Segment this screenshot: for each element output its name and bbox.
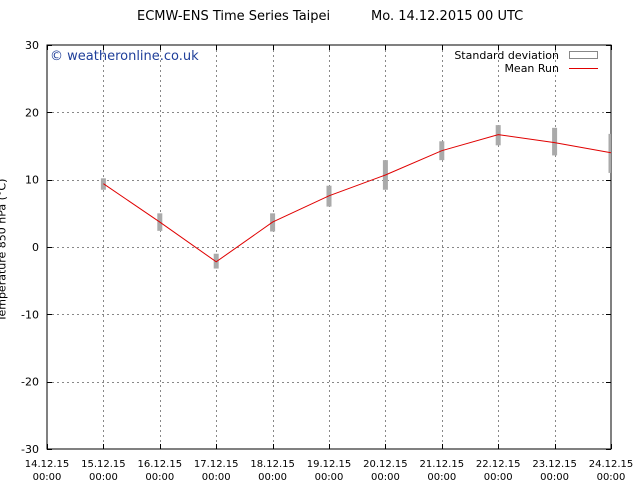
x-tick-label-date: 22.12.15: [476, 459, 521, 470]
x-tick-label-time: 00:00: [33, 472, 62, 483]
x-tick-label-time: 00:00: [315, 472, 344, 483]
x-tick-label-time: 00:00: [258, 472, 287, 483]
y-tick-label: 20: [25, 106, 39, 119]
x-tick-label-date: 23.12.15: [532, 459, 577, 470]
x-tick-label-time: 00:00: [371, 472, 400, 483]
x-tick-label-date: 16.12.15: [138, 459, 183, 470]
legend-label-mean-run: Mean Run: [504, 62, 559, 75]
axis-ticks: 30 20 10 0 -10 -20 -30 14.12.15 00:00 15.12.15 00:…: [21, 39, 633, 483]
x-tick-label-date: 18.12.15: [250, 459, 295, 470]
chart-run-date: Mo. 14.12.2015 00 UTC: [371, 9, 524, 24]
y-tick-label: -30: [21, 443, 39, 456]
x-tick-label-time: 00:00: [202, 472, 231, 483]
std-dev-bar: [213, 253, 219, 269]
std-dev-bar: [495, 125, 501, 146]
y-tick-label: 0: [32, 241, 39, 254]
x-tick-label-time: 00:00: [484, 472, 513, 483]
x-tick-label-time: 00:00: [145, 472, 174, 483]
legend-swatch-std-dev: [569, 51, 598, 59]
y-tick-label: 10: [25, 174, 39, 187]
std-dev-bar: [608, 133, 611, 173]
x-tick-label-time: 00:00: [427, 472, 456, 483]
x-tick-label-time: 00:00: [597, 472, 626, 483]
std-dev-bar: [552, 127, 558, 156]
x-tick-label-date: 20.12.15: [363, 459, 408, 470]
x-tick-label-date: 24.12.15: [589, 459, 634, 470]
x-tick-label-date: 15.12.15: [81, 459, 126, 470]
y-tick-label: 30: [25, 39, 39, 52]
x-tick-label-time: 00:00: [540, 472, 569, 483]
x-tick-label-date: 21.12.15: [420, 459, 465, 470]
watermark-text: © weatheronline.co.uk: [50, 49, 199, 64]
legend-label-std-dev: Standard deviation: [454, 49, 559, 62]
y-tick-label: -20: [21, 376, 39, 389]
grid: [47, 45, 611, 449]
x-tick-label-date: 14.12.15: [25, 459, 70, 470]
y-tick-label: -10: [21, 308, 39, 321]
x-tick-label-time: 00:00: [89, 472, 118, 483]
mean-run-line: [103, 134, 612, 263]
chart-title: ECMW-ENS Time Series Taipei: [137, 9, 331, 24]
x-tick-label-date: 19.12.15: [307, 459, 352, 470]
x-tick-label-date: 17.12.15: [194, 459, 239, 470]
